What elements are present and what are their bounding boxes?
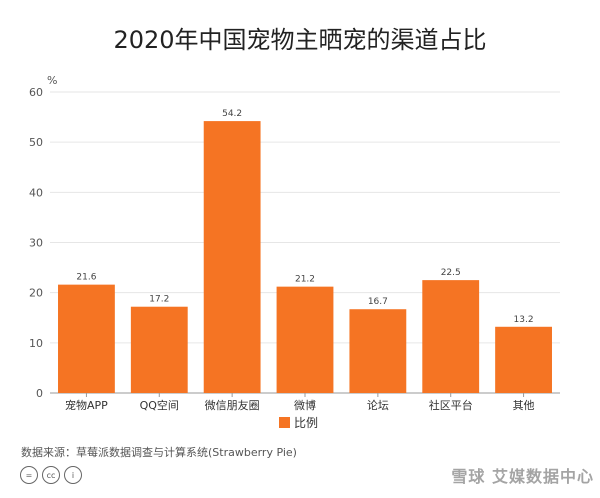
- data-label: 13.2: [514, 315, 534, 325]
- legend-label: 比例: [294, 416, 319, 430]
- cc-by-icon: cc: [42, 466, 60, 484]
- data-labels: 21.6 17.2 54.2 21.2 16.7 22.5 13.2: [76, 109, 533, 325]
- bar: [130, 306, 188, 393]
- data-label: 16.7: [368, 297, 388, 307]
- bars: [58, 121, 552, 393]
- legend-swatch: [279, 417, 290, 428]
- legend[interactable]: 比例: [279, 414, 318, 431]
- x-tick-label: 微信朋友圈: [205, 398, 260, 412]
- data-label: 21.6: [76, 273, 96, 283]
- x-tick-label: 微博: [294, 398, 316, 412]
- bar: [349, 309, 407, 393]
- x-tick-label: 其他: [513, 399, 535, 412]
- y-tick-label: 40: [29, 186, 43, 199]
- x-axis: 宠物APP QQ空间 微信朋友圈 微博 论坛 社区平台 其他: [65, 393, 535, 412]
- source-note: 数据来源：草莓派数据调查与计算系统(Strawberry Pie): [21, 446, 297, 459]
- y-axis: 0 10 20 30 40 50 60%: [29, 74, 57, 400]
- data-label: 17.2: [149, 295, 169, 305]
- data-label: 21.2: [295, 275, 315, 285]
- y-tick-label: 0: [36, 387, 43, 400]
- bar: [203, 121, 261, 393]
- chart-title: 2020年中国宠物主晒宠的渠道占比: [113, 26, 487, 54]
- x-tick-label: 论坛: [367, 398, 389, 412]
- license-icons: = cc i: [20, 466, 82, 484]
- bar: [495, 326, 552, 393]
- y-axis-unit: %: [47, 74, 57, 87]
- y-tick-label: 10: [29, 337, 43, 350]
- y-tick-label: 20: [29, 287, 43, 300]
- x-tick-label: 社区平台: [429, 398, 473, 412]
- data-label: 54.2: [222, 109, 242, 119]
- y-tick-label: 50: [29, 136, 43, 149]
- bar: [422, 280, 480, 393]
- watermark: 雪球 艾媒数据中心: [451, 467, 594, 486]
- bar: [58, 284, 115, 393]
- bar: [276, 286, 334, 393]
- data-label: 22.5: [441, 268, 461, 278]
- cc-person-icon: i: [64, 466, 82, 484]
- x-tick-label: QQ空间: [140, 398, 179, 412]
- cc-icon: =: [20, 466, 38, 484]
- x-tick-label: 宠物APP: [65, 398, 108, 412]
- y-tick-label: 60: [29, 86, 43, 99]
- y-tick-label: 30: [29, 237, 43, 250]
